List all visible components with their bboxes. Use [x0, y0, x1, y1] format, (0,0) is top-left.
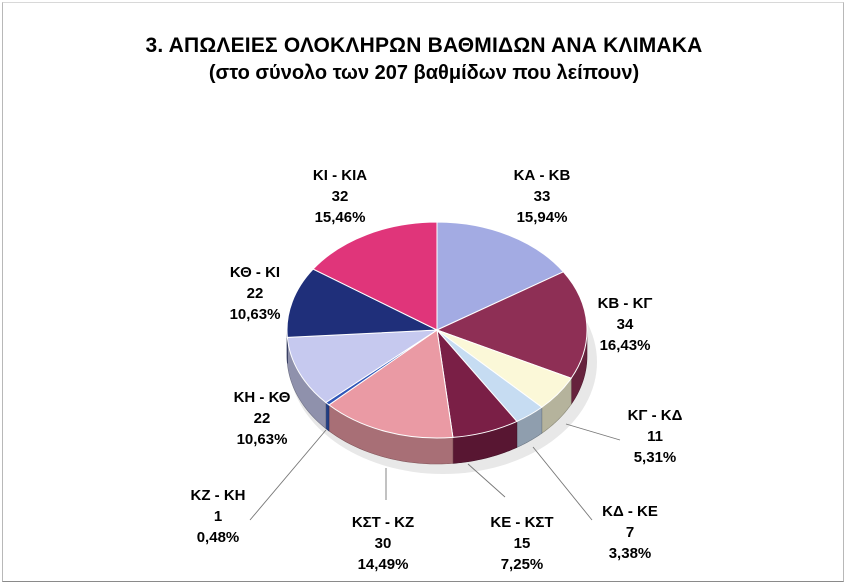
slice-percent-2: 16,43%: [600, 337, 651, 354]
slice-name-4: ΚΔ - ΚΕ: [602, 503, 658, 520]
slice-percent-10: 15,46%: [315, 209, 366, 226]
slice-label-5: ΚΕ - ΚΣΤ 15 7,25%: [490, 514, 553, 573]
slice-value-9: 22: [247, 285, 264, 302]
slice-value-6: 30: [375, 535, 392, 552]
slice-value-2: 34: [617, 316, 634, 333]
pie-slice-8: [286, 329, 439, 404]
pie-slice-9: [286, 268, 439, 338]
slice-label-4: ΚΔ - ΚΕ 7 3,38%: [602, 503, 658, 562]
leader-line-4: [532, 446, 593, 521]
pie-top: [286, 221, 588, 439]
slice-value-10: 32: [332, 188, 349, 205]
slice-percent-4: 3,38%: [609, 545, 652, 562]
slice-name-7: ΚΖ - ΚΗ: [191, 487, 246, 504]
slice-value-4: 7: [626, 524, 634, 541]
slice-name-6: ΚΣΤ - ΚΖ: [352, 514, 414, 531]
slice-value-5: 15: [514, 535, 531, 552]
slice-name-5: ΚΕ - ΚΣΤ: [490, 514, 553, 531]
slice-percent-6: 14,49%: [358, 556, 409, 573]
slice-name-1: ΚΑ - ΚΒ: [514, 167, 571, 184]
slice-percent-7: 0,48%: [197, 529, 240, 546]
pie-side-walls: [286, 329, 588, 465]
pie-slice-2: [435, 271, 588, 379]
slice-label-8: ΚΗ - ΚΘ 22 10,63%: [234, 389, 291, 448]
leader-line-7: [249, 429, 327, 521]
slice-value-7: 1: [214, 508, 222, 525]
slice-label-7: ΚΖ - ΚΗ 1 0,48%: [191, 487, 246, 546]
chart-title: 3. ΑΠΩΛΕΙΕΣ ΟΛΟΚΛΗΡΩΝ ΒΑΘΜΙΔΩΝ ΑΝΑ ΚΛΙΜΑ…: [145, 34, 703, 57]
slice-label-10: ΚΙ - ΚΙΑ 32 15,46%: [313, 167, 367, 226]
slice-percent-8: 10,63%: [237, 431, 288, 448]
slice-label-2: ΚΒ - ΚΓ 34 16,43%: [598, 295, 653, 354]
slice-name-2: ΚΒ - ΚΓ: [598, 295, 653, 312]
slice-name-3: ΚΓ - ΚΔ: [628, 407, 683, 424]
slice-value-1: 33: [534, 188, 551, 205]
leader-line-3: [565, 423, 621, 441]
slice-name-8: ΚΗ - ΚΘ: [234, 389, 291, 406]
slice-label-9: ΚΘ - ΚΙ 22 10,63%: [230, 264, 281, 323]
pie-slice-10: [312, 221, 438, 331]
slice-percent-5: 7,25%: [501, 556, 544, 573]
pie-side-7: [325, 401, 330, 432]
slice-percent-1: 15,94%: [517, 209, 568, 226]
slice-name-9: ΚΘ - ΚΙ: [230, 264, 280, 281]
slice-label-1: ΚΑ - ΚΒ 33 15,94%: [514, 167, 571, 226]
slice-value-3: 11: [647, 428, 663, 445]
slice-percent-9: 10,63%: [230, 306, 281, 323]
slice-label-6: ΚΣΤ - ΚΖ 30 14,49%: [352, 514, 414, 573]
slice-name-10: ΚΙ - ΚΙΑ: [313, 167, 367, 184]
pie-slice-1: [436, 221, 565, 331]
chart-subtitle: (στο σύνολο των 207 βαθμίδων που λείπουν…: [208, 62, 640, 84]
slice-label-3: ΚΓ - ΚΔ 11 5,31%: [628, 407, 683, 466]
slice-value-8: 22: [254, 410, 271, 427]
slice-percent-3: 5,31%: [634, 449, 677, 466]
pie-slice-6: [328, 329, 454, 439]
leader-line-5: [467, 463, 506, 498]
